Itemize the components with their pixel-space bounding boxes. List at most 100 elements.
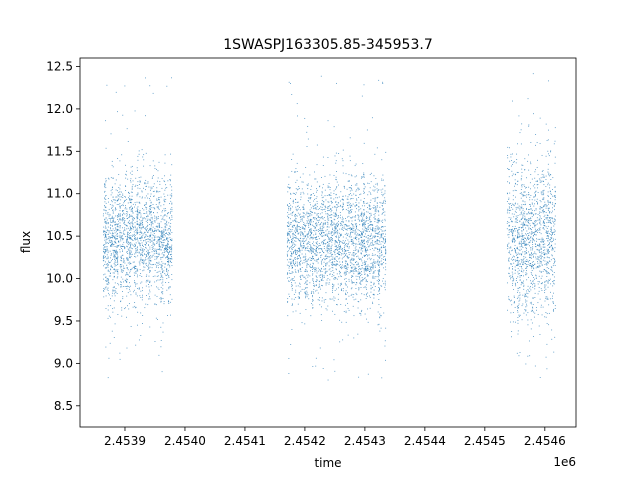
data-point: [358, 230, 360, 232]
data-point: [303, 259, 305, 261]
data-point: [314, 267, 316, 269]
data-point: [135, 256, 137, 258]
data-point: [159, 246, 161, 248]
data-point: [337, 217, 339, 219]
data-point: [292, 232, 294, 234]
data-point: [296, 225, 298, 227]
data-point: [307, 193, 309, 195]
data-point: [318, 299, 320, 301]
data-point: [143, 261, 145, 263]
data-point: [142, 196, 143, 198]
data-point: [508, 197, 510, 199]
data-point: [513, 302, 515, 304]
data-point: [104, 236, 106, 237]
data-point: [140, 220, 142, 222]
data-point: [353, 294, 355, 296]
data-point: [107, 278, 109, 280]
data-point: [117, 216, 119, 218]
data-point: [321, 203, 323, 205]
data-point: [117, 263, 119, 265]
data-point: [320, 274, 321, 276]
data-point: [354, 216, 356, 217]
data-point: [142, 251, 144, 253]
data-point: [339, 243, 341, 245]
data-point: [127, 178, 129, 180]
data-point: [327, 185, 329, 187]
data-point: [335, 249, 337, 251]
data-point: [147, 197, 149, 199]
data-point: [292, 202, 294, 204]
data-point: [145, 229, 147, 231]
data-point: [384, 246, 386, 247]
data-point: [157, 207, 159, 209]
data-point: [290, 263, 291, 264]
data-point: [144, 237, 146, 239]
data-point: [134, 227, 136, 228]
data-point: [380, 327, 382, 329]
data-point: [127, 237, 128, 239]
data-point: [347, 196, 349, 198]
data-point: [383, 312, 385, 314]
data-point: [143, 262, 145, 264]
data-point: [310, 194, 312, 196]
data-point: [381, 226, 383, 228]
data-point: [367, 226, 369, 228]
data-point: [376, 225, 378, 227]
data-point: [107, 309, 109, 311]
data-point: [136, 247, 138, 249]
data-point: [335, 236, 337, 237]
data-point: [122, 235, 123, 237]
data-point: [104, 273, 106, 275]
data-point: [120, 269, 122, 271]
data-point: [287, 272, 288, 274]
data-point: [140, 257, 142, 259]
data-point: [308, 219, 310, 221]
data-point: [337, 232, 339, 234]
data-point: [345, 304, 346, 306]
data-point: [331, 264, 333, 265]
data-point: [364, 269, 366, 270]
data-point: [335, 188, 337, 190]
data-point: [348, 213, 350, 215]
data-point: [509, 203, 511, 205]
data-point: [345, 225, 347, 227]
data-point: [137, 169, 138, 171]
data-point: [120, 219, 122, 221]
data-point: [166, 289, 168, 291]
data-point: [286, 233, 288, 235]
data-point: [361, 243, 363, 245]
data-point: [517, 207, 519, 209]
data-point: [308, 223, 310, 225]
data-point: [167, 248, 169, 250]
data-point: [168, 232, 170, 234]
data-point: [366, 248, 368, 250]
data-point: [157, 170, 159, 172]
data-point: [131, 253, 133, 255]
data-point: [154, 217, 156, 219]
data-point: [134, 206, 135, 208]
data-point: [170, 180, 171, 182]
data-point: [140, 335, 142, 336]
data-point: [382, 244, 384, 246]
data-point: [341, 158, 343, 160]
data-point: [127, 259, 129, 261]
data-point: [149, 219, 151, 221]
data-point: [149, 255, 150, 257]
data-point: [163, 254, 165, 256]
data-point: [169, 217, 170, 219]
data-point: [160, 296, 162, 298]
data-point: [374, 199, 376, 201]
data-point: [155, 250, 157, 252]
data-point: [355, 248, 357, 250]
data-point: [332, 270, 334, 272]
data-point: [322, 165, 324, 166]
data-point: [378, 233, 380, 235]
data-point: [164, 201, 166, 203]
data-point: [164, 252, 166, 253]
data-point: [515, 217, 517, 219]
data-point: [134, 253, 136, 255]
data-point: [326, 251, 328, 253]
data-point: [144, 236, 146, 238]
data-point: [135, 266, 137, 267]
data-point: [325, 264, 327, 266]
